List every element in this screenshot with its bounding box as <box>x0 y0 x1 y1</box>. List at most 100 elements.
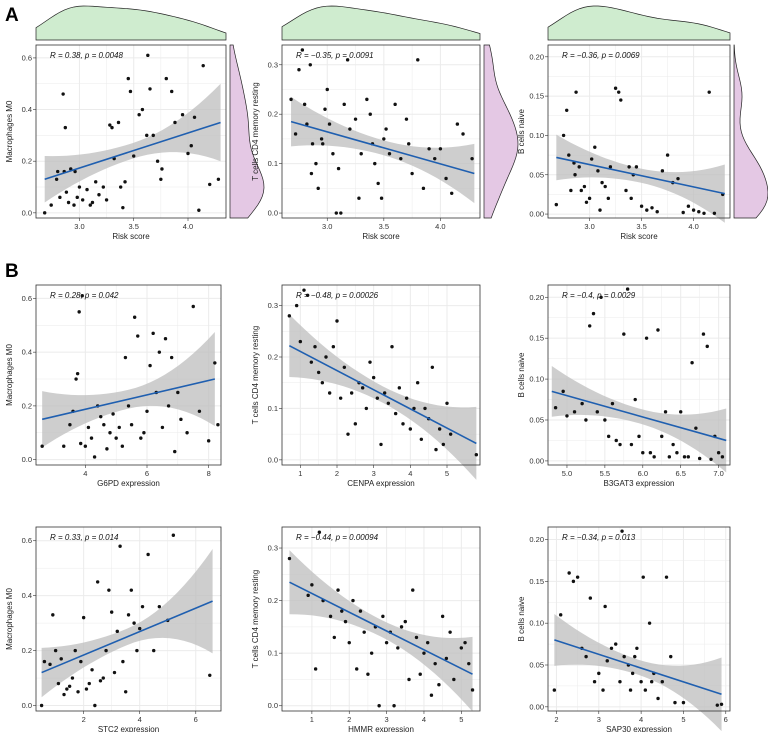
data-point <box>93 703 97 708</box>
y-tick-label: 0.00 <box>529 210 544 219</box>
y-tick-label: 0.15 <box>529 334 544 343</box>
data-point <box>448 630 452 634</box>
data-point <box>656 696 660 701</box>
annotation-r: R = 0.38, <box>50 51 85 60</box>
x-tick-label: 3.0 <box>74 222 84 231</box>
x-axis-label: SAP30 expression <box>606 725 672 732</box>
data-point <box>128 89 133 94</box>
right-density-curve <box>733 44 768 219</box>
data-point <box>463 640 467 645</box>
data-point <box>660 434 664 439</box>
data-point <box>368 112 372 116</box>
y-tick-label: 0.0 <box>268 209 278 218</box>
data-point <box>671 442 675 447</box>
data-point <box>342 365 347 369</box>
plot-border <box>547 526 731 712</box>
data-point <box>387 152 392 156</box>
annotation-p: p = 0.014 <box>84 533 119 542</box>
data-point <box>605 659 609 663</box>
x-axis-label: STC2 expression <box>98 725 159 732</box>
data-point <box>434 447 438 452</box>
data-point <box>633 654 637 659</box>
top-density-curve <box>547 5 731 41</box>
data-point <box>111 412 115 416</box>
y-tick-label: 0.6 <box>22 53 32 62</box>
data-point <box>171 533 176 537</box>
data-point <box>598 208 602 212</box>
data-point <box>660 680 664 684</box>
data-point <box>620 529 624 533</box>
data-point <box>390 345 394 349</box>
right-density-curve <box>483 44 519 219</box>
data-point <box>384 127 388 131</box>
data-point <box>572 410 577 414</box>
y-tick-label: 0.0 <box>22 455 32 464</box>
data-point <box>633 397 637 402</box>
data-point <box>345 58 350 62</box>
data-point <box>573 173 577 177</box>
data-point <box>596 169 600 173</box>
data-point <box>357 196 361 200</box>
data-point <box>639 204 644 208</box>
y-tick-label: 0.2 <box>22 157 32 166</box>
data-point <box>622 654 626 659</box>
y-axis-label: Macrophages M0 <box>5 344 14 406</box>
data-point <box>587 196 592 201</box>
data-point <box>81 615 86 620</box>
chart-b4: 2 4 6 0.0 0.2 0.4 0.6 STC2 expression Macrophage… <box>5 526 222 732</box>
data-point <box>157 350 162 354</box>
correlation-annotation: R = −0.4, p = 0.0029 <box>562 291 636 300</box>
data-point <box>213 361 217 365</box>
data-point <box>629 196 633 201</box>
data-point <box>588 324 592 328</box>
data-point <box>310 142 315 146</box>
data-point <box>588 596 593 600</box>
data-point <box>132 315 137 319</box>
data-point <box>408 427 413 431</box>
data-point <box>649 680 654 684</box>
data-point <box>407 677 411 682</box>
data-point <box>423 406 427 411</box>
data-point <box>368 360 372 364</box>
data-point <box>444 176 448 181</box>
chart-a2: 3.0 3.5 4.0 0.0 0.1 0.2 0.3 Risk score T cells C… <box>251 5 519 241</box>
data-point <box>61 92 65 96</box>
y-tick-label: 0.00 <box>529 702 544 711</box>
data-point <box>554 202 559 207</box>
data-point <box>146 53 150 58</box>
data-point <box>90 668 94 672</box>
data-point <box>216 177 221 181</box>
data-point <box>192 115 197 119</box>
data-point <box>450 191 454 195</box>
data-point <box>79 441 83 446</box>
data-point <box>120 444 125 448</box>
data-point <box>470 688 475 692</box>
data-point <box>664 575 669 579</box>
data-point <box>656 328 660 332</box>
data-point <box>77 185 82 189</box>
data-point <box>166 404 171 408</box>
x-tick-label: 3 <box>597 715 601 724</box>
data-point <box>474 453 479 457</box>
data-point <box>39 703 44 708</box>
data-point <box>437 683 441 687</box>
data-point <box>208 673 212 677</box>
x-axis-label: Risk score <box>362 232 400 241</box>
data-point <box>139 436 143 440</box>
data-point <box>574 90 578 94</box>
data-point <box>88 203 92 207</box>
data-point <box>79 659 83 664</box>
data-point <box>707 90 711 94</box>
x-tick-label: 2 <box>82 715 86 724</box>
annotation-r: R = −0.4, <box>562 291 597 300</box>
data-point <box>614 642 618 646</box>
data-point <box>346 432 350 436</box>
regression-line <box>41 600 213 674</box>
data-point <box>411 588 415 592</box>
data-point <box>597 671 601 676</box>
data-point <box>701 332 706 336</box>
data-point <box>316 186 320 191</box>
data-point <box>365 97 369 102</box>
data-point <box>180 113 185 117</box>
data-point <box>595 410 599 414</box>
